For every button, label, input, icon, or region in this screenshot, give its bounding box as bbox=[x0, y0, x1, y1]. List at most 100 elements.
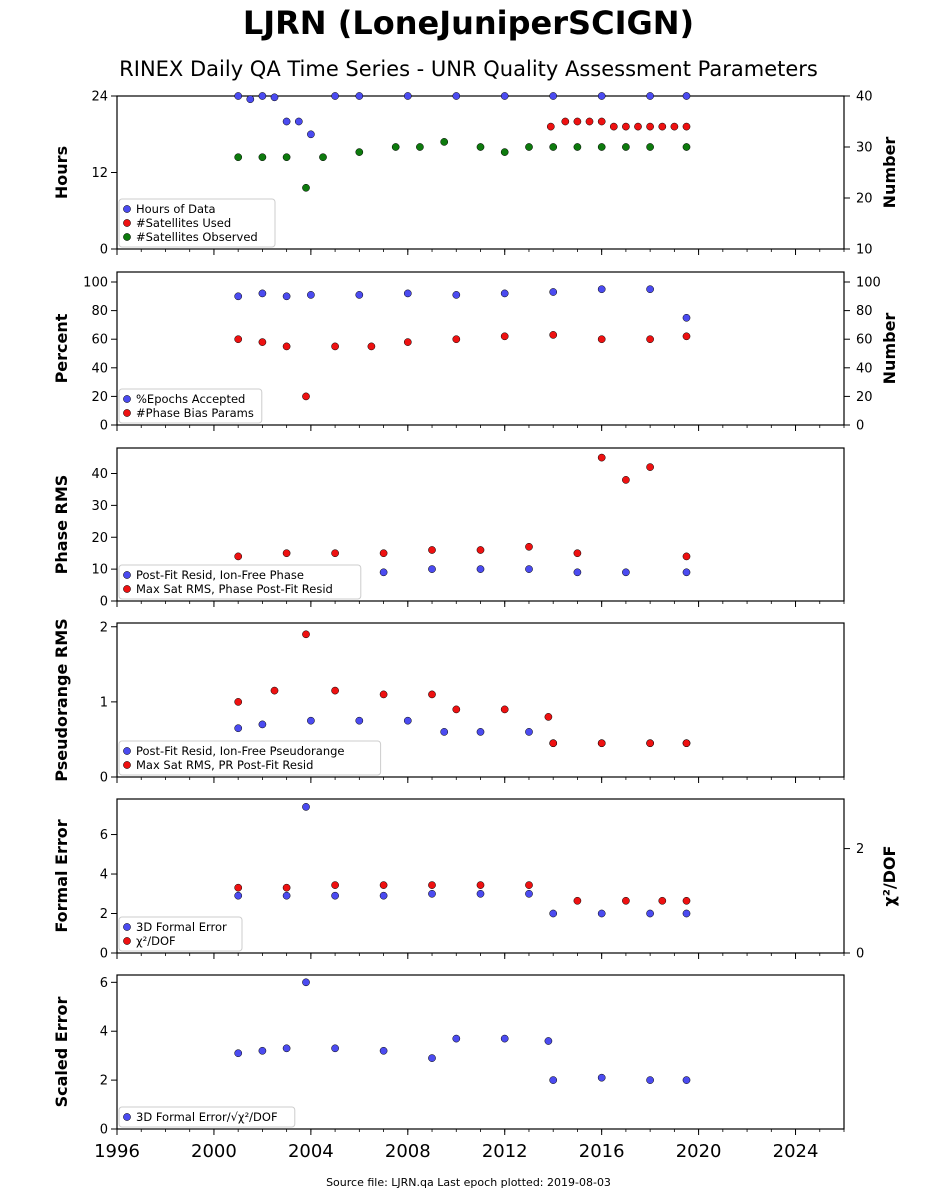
data-point bbox=[658, 896, 667, 905]
data-point bbox=[682, 909, 691, 918]
data-point bbox=[282, 1044, 291, 1053]
legend-marker bbox=[123, 923, 131, 931]
y-right-tick-label: 80 bbox=[856, 304, 873, 319]
data-point bbox=[658, 122, 667, 131]
legend-label: Post-Fit Resid, Ion-Free Pseudorange bbox=[136, 744, 344, 758]
legend-label: Max Sat RMS, Phase Post-Fit Resid bbox=[136, 582, 333, 596]
data-point bbox=[331, 1044, 339, 1053]
data-point bbox=[525, 542, 533, 551]
y-right-tick-label: 0 bbox=[856, 419, 864, 434]
data-point bbox=[391, 143, 400, 151]
x-tick-label: 2004 bbox=[288, 1141, 334, 1162]
data-point bbox=[476, 728, 485, 736]
data-point bbox=[546, 122, 555, 131]
y-tick-label: 0 bbox=[100, 243, 108, 258]
data-point bbox=[646, 122, 654, 131]
data-point bbox=[258, 153, 267, 162]
legend-marker bbox=[123, 409, 131, 417]
data-point bbox=[476, 143, 485, 151]
data-point bbox=[403, 92, 412, 100]
data-point bbox=[476, 881, 485, 889]
data-point bbox=[282, 292, 291, 301]
data-point bbox=[331, 891, 339, 900]
y-axis-label: Percent bbox=[52, 313, 71, 383]
y-tick-label: 6 bbox=[100, 976, 108, 991]
data-point bbox=[428, 565, 436, 573]
data-point bbox=[403, 338, 412, 346]
y-tick-label: 4 bbox=[100, 1025, 108, 1040]
legend-marker bbox=[123, 571, 131, 579]
data-point bbox=[270, 686, 279, 695]
data-point bbox=[355, 716, 364, 725]
data-point bbox=[682, 143, 691, 151]
data-point bbox=[646, 335, 654, 344]
data-point bbox=[452, 705, 461, 714]
y-right-axis-label: Number bbox=[880, 313, 899, 385]
series-3 bbox=[234, 138, 691, 192]
y-tick-label: 24 bbox=[91, 90, 108, 105]
y-right-tick-label: 100 bbox=[856, 276, 881, 291]
data-point bbox=[646, 463, 654, 471]
data-point bbox=[258, 338, 267, 346]
data-point bbox=[379, 891, 388, 900]
data-point bbox=[525, 143, 533, 151]
y-axis-label: Scaled Error bbox=[52, 997, 71, 1108]
data-point bbox=[331, 92, 339, 100]
data-point bbox=[428, 881, 436, 889]
data-point bbox=[452, 291, 461, 299]
data-point bbox=[549, 331, 558, 339]
data-point bbox=[234, 724, 243, 733]
x-tick-label: 2008 bbox=[385, 1141, 431, 1162]
legend-box bbox=[118, 1106, 296, 1128]
legend-label: 3D Formal Error/√χ²/DOF bbox=[136, 1110, 278, 1124]
data-point bbox=[549, 288, 558, 296]
data-point bbox=[549, 143, 558, 151]
data-point bbox=[646, 285, 654, 294]
data-point bbox=[302, 803, 310, 811]
data-point bbox=[282, 153, 291, 162]
data-point bbox=[646, 92, 654, 100]
data-point bbox=[302, 392, 310, 401]
series-2 bbox=[546, 117, 691, 131]
panel-3: 0 10 20 30 40 Phase RMS Post-Fit Resid, Ion-Fr… bbox=[52, 447, 845, 610]
panel-6: 0 2 4 6 Scaled Error 3D Formal Error/√χ²/DOF 1… bbox=[52, 974, 845, 1162]
data-point bbox=[452, 92, 461, 100]
panel-2: 0 20 40 60 80 100 0 20 40 60 80 100 Percent Number %Ep… bbox=[52, 271, 899, 434]
data-point bbox=[428, 889, 436, 898]
data-point bbox=[500, 705, 509, 714]
data-point bbox=[682, 313, 691, 322]
data-point bbox=[646, 1076, 654, 1084]
data-point bbox=[319, 153, 327, 162]
data-point bbox=[302, 183, 310, 192]
data-point bbox=[682, 1076, 691, 1084]
data-point bbox=[428, 546, 436, 554]
y-right-tick-label: 0 bbox=[856, 947, 864, 962]
y-right-tick-label: 40 bbox=[856, 361, 873, 376]
data-point bbox=[234, 552, 243, 561]
y-right-tick-label: 30 bbox=[856, 141, 873, 156]
data-point bbox=[258, 92, 267, 100]
chart-subtitle: RINEX Daily QA Time Series - UNR Quality… bbox=[119, 57, 818, 81]
data-point bbox=[307, 291, 315, 299]
data-point bbox=[355, 92, 364, 100]
data-point bbox=[585, 117, 594, 126]
data-point bbox=[428, 690, 436, 699]
data-point bbox=[282, 891, 291, 900]
data-point bbox=[258, 720, 267, 729]
data-point bbox=[234, 891, 243, 900]
y-axis-label: Hours bbox=[52, 146, 71, 199]
data-point bbox=[270, 93, 279, 102]
y-tick-label: 20 bbox=[91, 531, 108, 546]
y-tick-label: 2 bbox=[100, 1074, 108, 1089]
data-point bbox=[307, 130, 315, 139]
data-point bbox=[367, 342, 376, 351]
data-point bbox=[525, 565, 533, 573]
data-point bbox=[670, 122, 679, 131]
data-point bbox=[646, 909, 654, 918]
y-right-tick-label: 20 bbox=[856, 390, 873, 405]
y-axis-label: Formal Error bbox=[52, 819, 71, 932]
